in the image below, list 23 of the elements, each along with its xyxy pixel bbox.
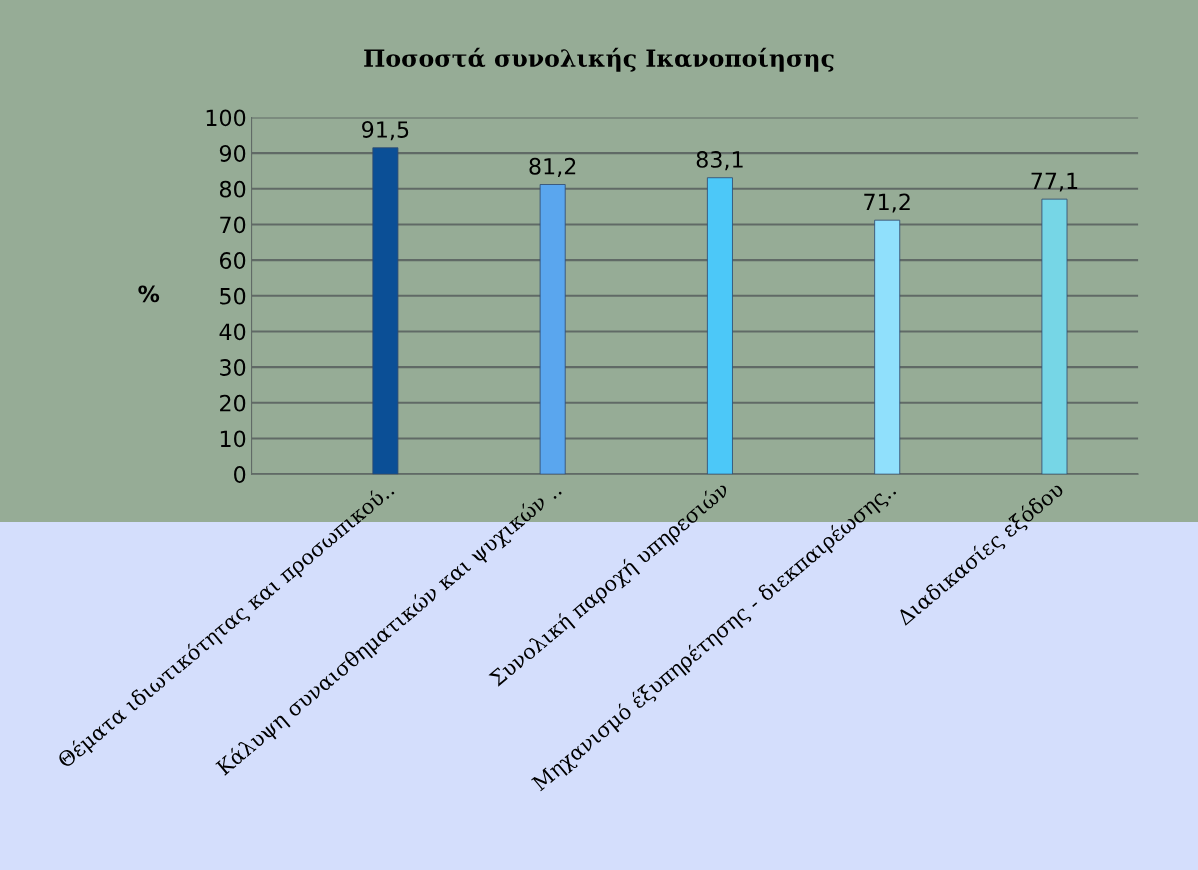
y-tick-label: 100	[206, 109, 246, 127]
y-tick-label: 70	[220, 216, 246, 234]
y-tick-label: 40	[219, 323, 246, 341]
bar	[706, 177, 733, 475]
y-tick-label: 80	[219, 180, 246, 198]
y-tick-label: 20	[220, 394, 246, 412]
data-label: 81,2	[529, 157, 576, 177]
y-tick-label: 90	[219, 145, 246, 162]
data-label: 77,1	[1031, 172, 1078, 192]
data-label: 71,2	[864, 193, 910, 213]
bar	[372, 147, 399, 475]
data-label: 91,5	[362, 121, 409, 141]
y-axis-title: %	[138, 285, 160, 303]
y-tick-label: 50	[220, 287, 246, 305]
y-tick-label: 0	[234, 466, 246, 483]
chart-title: Ποσοστά συνολικής Ικανοποίησης	[364, 47, 834, 72]
y-tick-label: 10	[220, 430, 246, 448]
bar	[1041, 198, 1068, 475]
y-tick-label: 60	[219, 252, 246, 269]
data-label: 83,1	[696, 151, 743, 171]
bar	[874, 219, 901, 475]
y-tick-label: 30	[220, 359, 246, 376]
bar	[539, 184, 566, 475]
